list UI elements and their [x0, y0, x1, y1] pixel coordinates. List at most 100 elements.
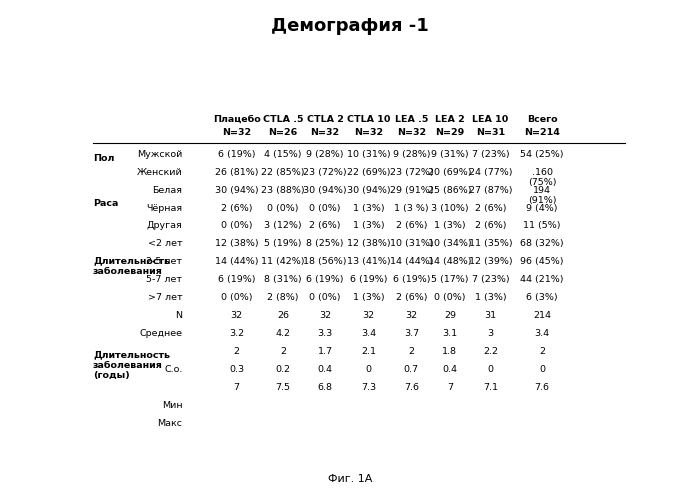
Text: LEA 2: LEA 2 [435, 115, 465, 124]
Text: 7 (23%): 7 (23%) [472, 275, 510, 284]
Text: Мужской: Мужской [137, 150, 183, 159]
Text: LEA 10: LEA 10 [473, 115, 509, 124]
Text: 7: 7 [234, 383, 239, 392]
Text: Длительность
заболевания
(годы): Длительность заболевания (годы) [93, 350, 170, 380]
Text: 1 (3%): 1 (3%) [353, 221, 384, 231]
Text: 1 (3%): 1 (3%) [353, 203, 384, 212]
Text: 9 (28%): 9 (28%) [307, 150, 344, 159]
Text: 0.2: 0.2 [275, 365, 290, 374]
Text: 32: 32 [405, 311, 417, 320]
Text: 3.4: 3.4 [361, 329, 376, 338]
Text: N=26: N=26 [268, 127, 298, 136]
Text: 3.3: 3.3 [318, 329, 332, 338]
Text: 1 (3 %): 1 (3 %) [394, 203, 428, 212]
Text: 2 (6%): 2 (6%) [309, 221, 341, 231]
Text: 0 (0%): 0 (0%) [267, 203, 298, 212]
Text: 11 (35%): 11 (35%) [469, 240, 512, 248]
Text: 6 (19%): 6 (19%) [393, 275, 430, 284]
Text: 13 (41%): 13 (41%) [346, 257, 391, 266]
Text: 5-7 лет: 5-7 лет [146, 275, 183, 284]
Text: 6 (19%): 6 (19%) [218, 150, 256, 159]
Text: N: N [176, 311, 183, 320]
Text: 96 (45%): 96 (45%) [520, 257, 564, 266]
Text: 2.2: 2.2 [483, 347, 498, 356]
Text: 12 (38%): 12 (38%) [346, 240, 391, 248]
Text: 8 (31%): 8 (31%) [264, 275, 302, 284]
Text: 6.8: 6.8 [318, 383, 332, 392]
Text: 1 (3%): 1 (3%) [475, 293, 506, 302]
Text: 2 (6%): 2 (6%) [475, 221, 506, 231]
Text: 0: 0 [539, 365, 545, 374]
Text: Плацебо: Плацебо [213, 115, 260, 124]
Text: 2 (6%): 2 (6%) [395, 221, 427, 231]
Text: 2: 2 [234, 347, 239, 356]
Text: 0 (0%): 0 (0%) [434, 293, 466, 302]
Text: 7: 7 [447, 383, 453, 392]
Text: 0 (0%): 0 (0%) [221, 221, 253, 231]
Text: 29 (91%): 29 (91%) [390, 186, 433, 194]
Text: 1.8: 1.8 [442, 347, 457, 356]
Text: 3.2: 3.2 [229, 329, 244, 338]
Text: 3.7: 3.7 [404, 329, 419, 338]
Text: 3 (12%): 3 (12%) [264, 221, 302, 231]
Text: Белая: Белая [153, 186, 183, 194]
Text: Всего: Всего [527, 115, 557, 124]
Text: 14 (44%): 14 (44%) [390, 257, 433, 266]
Text: 3.1: 3.1 [442, 329, 458, 338]
Text: N=31: N=31 [476, 127, 505, 136]
Text: Среднее: Среднее [139, 329, 183, 338]
Text: 7.5: 7.5 [275, 383, 290, 392]
Text: Чёрная: Чёрная [146, 203, 183, 212]
Text: .160
(75%): .160 (75%) [528, 168, 556, 187]
Text: 7.3: 7.3 [361, 383, 376, 392]
Text: Раса: Раса [93, 199, 118, 208]
Text: 3 (10%): 3 (10%) [431, 203, 469, 212]
Text: 2 (6%): 2 (6%) [221, 203, 253, 212]
Text: 4 (15%): 4 (15%) [264, 150, 302, 159]
Text: N=32: N=32 [311, 127, 340, 136]
Text: Другая: Другая [147, 221, 183, 231]
Text: 4.2: 4.2 [275, 329, 290, 338]
Text: 0.4: 0.4 [442, 365, 457, 374]
Text: 3.4: 3.4 [535, 329, 550, 338]
Text: 10 (31%): 10 (31%) [346, 150, 391, 159]
Text: Мин: Мин [162, 401, 183, 410]
Text: 0 (0%): 0 (0%) [309, 293, 341, 302]
Text: 2: 2 [539, 347, 545, 356]
Text: LEA .5: LEA .5 [395, 115, 428, 124]
Text: 6 (19%): 6 (19%) [307, 275, 344, 284]
Text: 5 (17%): 5 (17%) [431, 275, 468, 284]
Text: 27 (87%): 27 (87%) [469, 186, 512, 194]
Text: 2 (6%): 2 (6%) [395, 293, 427, 302]
Text: 23 (88%): 23 (88%) [261, 186, 304, 194]
Text: 23 (72%): 23 (72%) [390, 168, 433, 177]
Text: Фиг. 1А: Фиг. 1А [328, 474, 372, 484]
Text: 30 (94%): 30 (94%) [346, 186, 391, 194]
Text: 11 (42%): 11 (42%) [261, 257, 304, 266]
Text: 20 (69%): 20 (69%) [428, 168, 472, 177]
Text: N=32: N=32 [354, 127, 383, 136]
Text: 2 (6%): 2 (6%) [475, 203, 506, 212]
Text: 10 (34%): 10 (34%) [428, 240, 472, 248]
Text: 0: 0 [365, 365, 372, 374]
Text: 14 (48%): 14 (48%) [428, 257, 472, 266]
Text: <2 лет: <2 лет [148, 240, 183, 248]
Text: 68 (32%): 68 (32%) [520, 240, 564, 248]
Text: 12 (39%): 12 (39%) [469, 257, 512, 266]
Text: 22 (85%): 22 (85%) [261, 168, 304, 177]
Text: 2: 2 [408, 347, 414, 356]
Text: 0.7: 0.7 [404, 365, 419, 374]
Text: N=29: N=29 [435, 127, 465, 136]
Text: 29: 29 [444, 311, 456, 320]
Text: 1 (3%): 1 (3%) [353, 293, 384, 302]
Text: 11 (5%): 11 (5%) [524, 221, 561, 231]
Text: 9 (31%): 9 (31%) [431, 150, 469, 159]
Text: 6 (19%): 6 (19%) [350, 275, 387, 284]
Text: 44 (21%): 44 (21%) [520, 275, 564, 284]
Text: 7.6: 7.6 [404, 383, 419, 392]
Text: 2 (8%): 2 (8%) [267, 293, 298, 302]
Text: 9 (4%): 9 (4%) [526, 203, 558, 212]
Text: 26: 26 [276, 311, 289, 320]
Text: Демография -1: Демография -1 [271, 17, 429, 35]
Text: 6 (3%): 6 (3%) [526, 293, 558, 302]
